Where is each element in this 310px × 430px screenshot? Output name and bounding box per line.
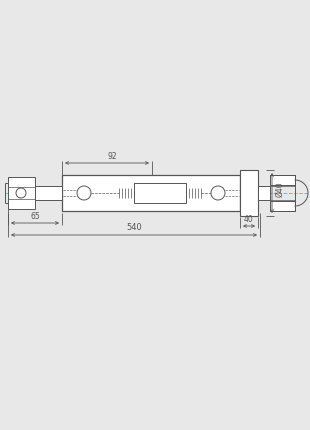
Circle shape xyxy=(211,186,225,200)
Bar xyxy=(134,183,186,203)
Text: Ø40: Ø40 xyxy=(275,181,284,197)
Circle shape xyxy=(16,188,26,198)
Bar xyxy=(270,201,295,211)
Bar xyxy=(62,175,240,211)
Bar xyxy=(8,177,35,209)
Bar xyxy=(240,170,258,216)
Text: 40: 40 xyxy=(244,215,254,224)
Text: 65: 65 xyxy=(30,212,40,221)
Bar xyxy=(35,186,62,200)
Bar xyxy=(270,175,295,185)
Circle shape xyxy=(77,186,91,200)
Text: 540: 540 xyxy=(126,223,142,232)
Bar xyxy=(258,186,270,200)
Text: 92: 92 xyxy=(107,152,117,161)
